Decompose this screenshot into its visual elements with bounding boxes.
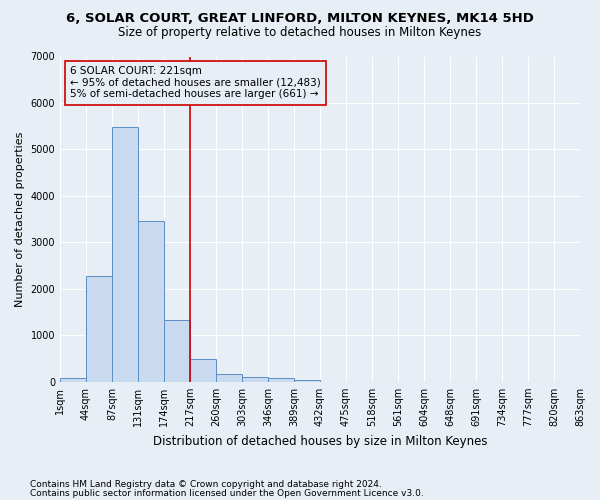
Text: 6, SOLAR COURT, GREAT LINFORD, MILTON KEYNES, MK14 5HD: 6, SOLAR COURT, GREAT LINFORD, MILTON KE… [66, 12, 534, 26]
Bar [216, 374, 242, 382]
Text: Contains public sector information licensed under the Open Government Licence v3: Contains public sector information licen… [30, 489, 424, 498]
Bar [164, 320, 190, 382]
Text: Contains HM Land Registry data © Crown copyright and database right 2024.: Contains HM Land Registry data © Crown c… [30, 480, 382, 489]
Bar [294, 380, 320, 382]
Bar [242, 377, 268, 382]
Bar [112, 127, 138, 382]
X-axis label: Distribution of detached houses by size in Milton Keynes: Distribution of detached houses by size … [153, 434, 487, 448]
Bar [138, 222, 164, 382]
Text: 6 SOLAR COURT: 221sqm
← 95% of detached houses are smaller (12,483)
5% of semi-d: 6 SOLAR COURT: 221sqm ← 95% of detached … [70, 66, 321, 100]
Bar [268, 378, 294, 382]
Bar [86, 276, 112, 382]
Bar [60, 378, 86, 382]
Bar [190, 360, 216, 382]
Text: Size of property relative to detached houses in Milton Keynes: Size of property relative to detached ho… [118, 26, 482, 39]
Y-axis label: Number of detached properties: Number of detached properties [15, 132, 25, 307]
